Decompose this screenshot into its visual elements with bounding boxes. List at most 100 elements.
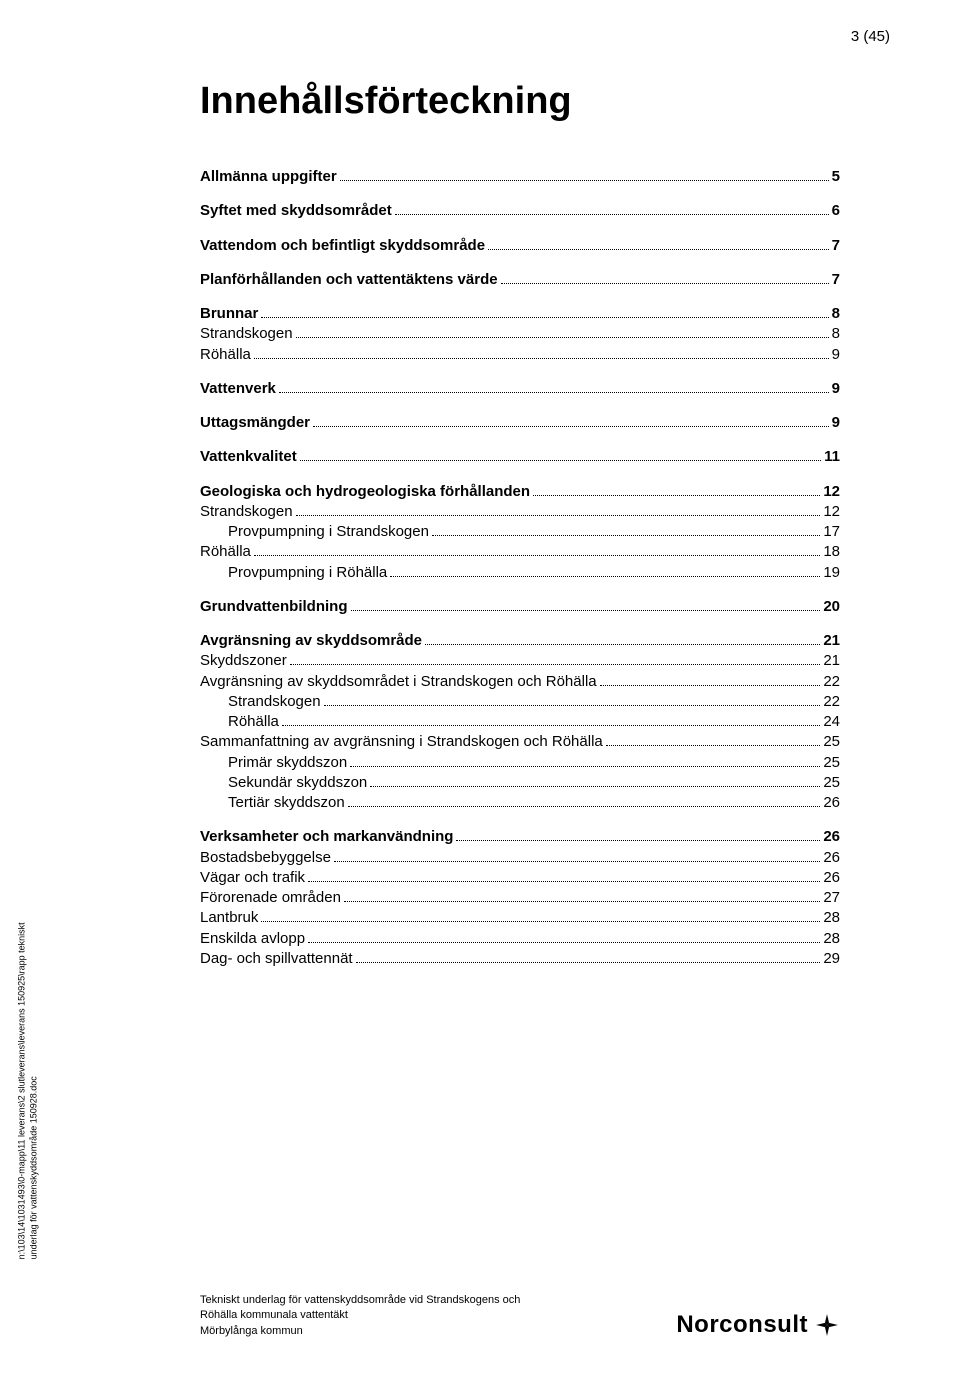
toc-leader: [254, 358, 829, 359]
toc-entry-title: Uttagsmängder: [200, 413, 310, 433]
toc-leader: [350, 766, 820, 767]
toc-entry-title: Syftet med skyddsområdet: [200, 201, 392, 221]
toc-entry-page: 11: [824, 447, 840, 467]
toc-entry: Röhälla24: [200, 712, 840, 732]
toc-entry: Planförhållanden och vattentäktens värde…: [200, 270, 840, 290]
toc-leader: [488, 249, 829, 250]
toc-leader: [308, 881, 820, 882]
toc-entry-title: Geologiska och hydrogeologiska förhållan…: [200, 482, 530, 502]
toc-entry: Uttagsmängder 9: [200, 413, 840, 433]
toc-entry-page: 21: [823, 631, 840, 651]
toc-entry-page: 12: [823, 502, 840, 522]
toc-leader: [606, 745, 821, 746]
toc-entry-page: 25: [823, 732, 840, 752]
file-path-sidetext: n:\103\14\1031493\0-mapp\11 leverans\2 s…: [17, 922, 40, 1259]
toc-leader: [456, 840, 820, 841]
logo: Norconsult: [676, 1311, 840, 1339]
toc-entry: Bostadsbebyggelse 26: [200, 848, 840, 868]
toc-entry-title: Verksamheter och markanvändning: [200, 827, 453, 847]
toc-leader: [296, 515, 821, 516]
toc-entry-page: 12: [823, 482, 840, 502]
toc-entry-title: Brunnar: [200, 304, 258, 324]
toc-entry: Geologiska och hydrogeologiska förhållan…: [200, 482, 840, 502]
toc-leader: [279, 392, 829, 393]
toc-leader: [340, 180, 829, 181]
toc-entry-page: 17: [823, 522, 840, 542]
toc-entry-page: 27: [823, 888, 840, 908]
toc-entry: Allmänna uppgifter5: [200, 167, 840, 187]
toc-entry: Vattenverk 9: [200, 379, 840, 399]
toc-entry-title: Skyddszoner: [200, 651, 287, 671]
footer-line1: Tekniskt underlag för vattenskyddsområde…: [200, 1293, 520, 1308]
toc-leader: [348, 806, 821, 807]
page-number: 3 (45): [851, 28, 890, 45]
toc-entry: Avgränsning av skyddsområde 21: [200, 631, 840, 651]
toc-entry: Röhälla9: [200, 345, 840, 365]
toc-entry: Avgränsning av skyddsområdet i Strandsko…: [200, 672, 840, 692]
toc-leader: [254, 555, 820, 556]
toc-leader: [344, 901, 820, 902]
toc-entry: Förorenade områden27: [200, 888, 840, 908]
toc-entry: Verksamheter och markanvändning26: [200, 827, 840, 847]
toc-leader: [425, 644, 820, 645]
toc-entry: Vattenkvalitet11: [200, 447, 840, 467]
toc-leader: [334, 861, 820, 862]
toc-entry-title: Planförhållanden och vattentäktens värde: [200, 270, 498, 290]
toc-entry-title: Allmänna uppgifter: [200, 167, 337, 187]
toc-leader: [300, 460, 821, 461]
toc-entry-title: Provpumpning i Röhälla: [228, 563, 387, 583]
toc-entry-page: 9: [832, 413, 840, 433]
toc-entry-title: Avgränsning av skyddsområde: [200, 631, 422, 651]
toc-entry-title: Tertiär skyddszon: [228, 793, 345, 813]
file-path-line1: n:\103\14\1031493\0-mapp\11 leverans\2 s…: [17, 922, 29, 1259]
toc-entry-page: 19: [823, 563, 840, 583]
toc-entry-title: Avgränsning av skyddsområdet i Strandsko…: [200, 672, 597, 692]
footer-line3: Mörbylånga kommun: [200, 1324, 520, 1339]
toc-leader: [395, 214, 829, 215]
toc-leader: [324, 705, 821, 706]
toc-entry-page: 25: [823, 773, 840, 793]
toc-entry-page: 29: [823, 949, 840, 969]
toc-entry-title: Strandskogen: [200, 324, 293, 344]
toc-leader: [308, 942, 820, 943]
toc-entry: Sammanfattning av avgränsning i Strandsk…: [200, 732, 840, 752]
toc-entry-page: 25: [823, 753, 840, 773]
toc-entry-page: 28: [823, 929, 840, 949]
file-path-line2: underlag för vattenskyddsområde 150928.d…: [28, 922, 40, 1259]
toc-entry-page: 26: [823, 848, 840, 868]
toc-entry: Enskilda avlopp28: [200, 929, 840, 949]
toc-entry-page: 9: [832, 345, 840, 365]
toc-entry: Brunnar8: [200, 304, 840, 324]
toc-entry-title: Dag- och spillvattennät: [200, 949, 353, 969]
toc-entry-page: 22: [823, 672, 840, 692]
toc-leader: [600, 685, 821, 686]
toc-leader: [351, 610, 821, 611]
toc-entry-title: Vattenverk: [200, 379, 276, 399]
toc-entry-title: Strandskogen: [200, 502, 293, 522]
toc-entry: Dag- och spillvattennät 29: [200, 949, 840, 969]
toc-entry-page: 22: [823, 692, 840, 712]
toc-entry: Sekundär skyddszon25: [200, 773, 840, 793]
toc-entry-title: Vägar och trafik: [200, 868, 305, 888]
toc-entry: Provpumpning i Röhälla 19: [200, 563, 840, 583]
toc-entry: Provpumpning i Strandskogen17: [200, 522, 840, 542]
footer-text: Tekniskt underlag för vattenskyddsområde…: [200, 1293, 520, 1339]
toc-entry-title: Bostadsbebyggelse: [200, 848, 331, 868]
toc-leader: [501, 283, 829, 284]
toc-entry-title: Sammanfattning av avgränsning i Strandsk…: [200, 732, 603, 752]
toc-entry: Strandskogen 12: [200, 502, 840, 522]
toc-entry-page: 28: [823, 908, 840, 928]
toc-entry-title: Röhälla: [200, 542, 251, 562]
toc-entry-page: 9: [832, 379, 840, 399]
toc-entry-page: 7: [832, 236, 840, 256]
table-of-contents: Allmänna uppgifter5 Syftet med skyddsområ…: [200, 167, 840, 969]
toc-leader: [533, 495, 820, 496]
toc-entry-title: Grundvattenbildning: [200, 597, 348, 617]
toc-leader: [290, 664, 821, 665]
toc-entry: Tertiär skyddszon 26: [200, 793, 840, 813]
toc-entry-page: 6: [832, 201, 840, 221]
toc-leader: [313, 426, 829, 427]
toc-entry-page: 26: [823, 793, 840, 813]
toc-leader: [390, 576, 820, 577]
toc-entry: Strandskogen22: [200, 692, 840, 712]
